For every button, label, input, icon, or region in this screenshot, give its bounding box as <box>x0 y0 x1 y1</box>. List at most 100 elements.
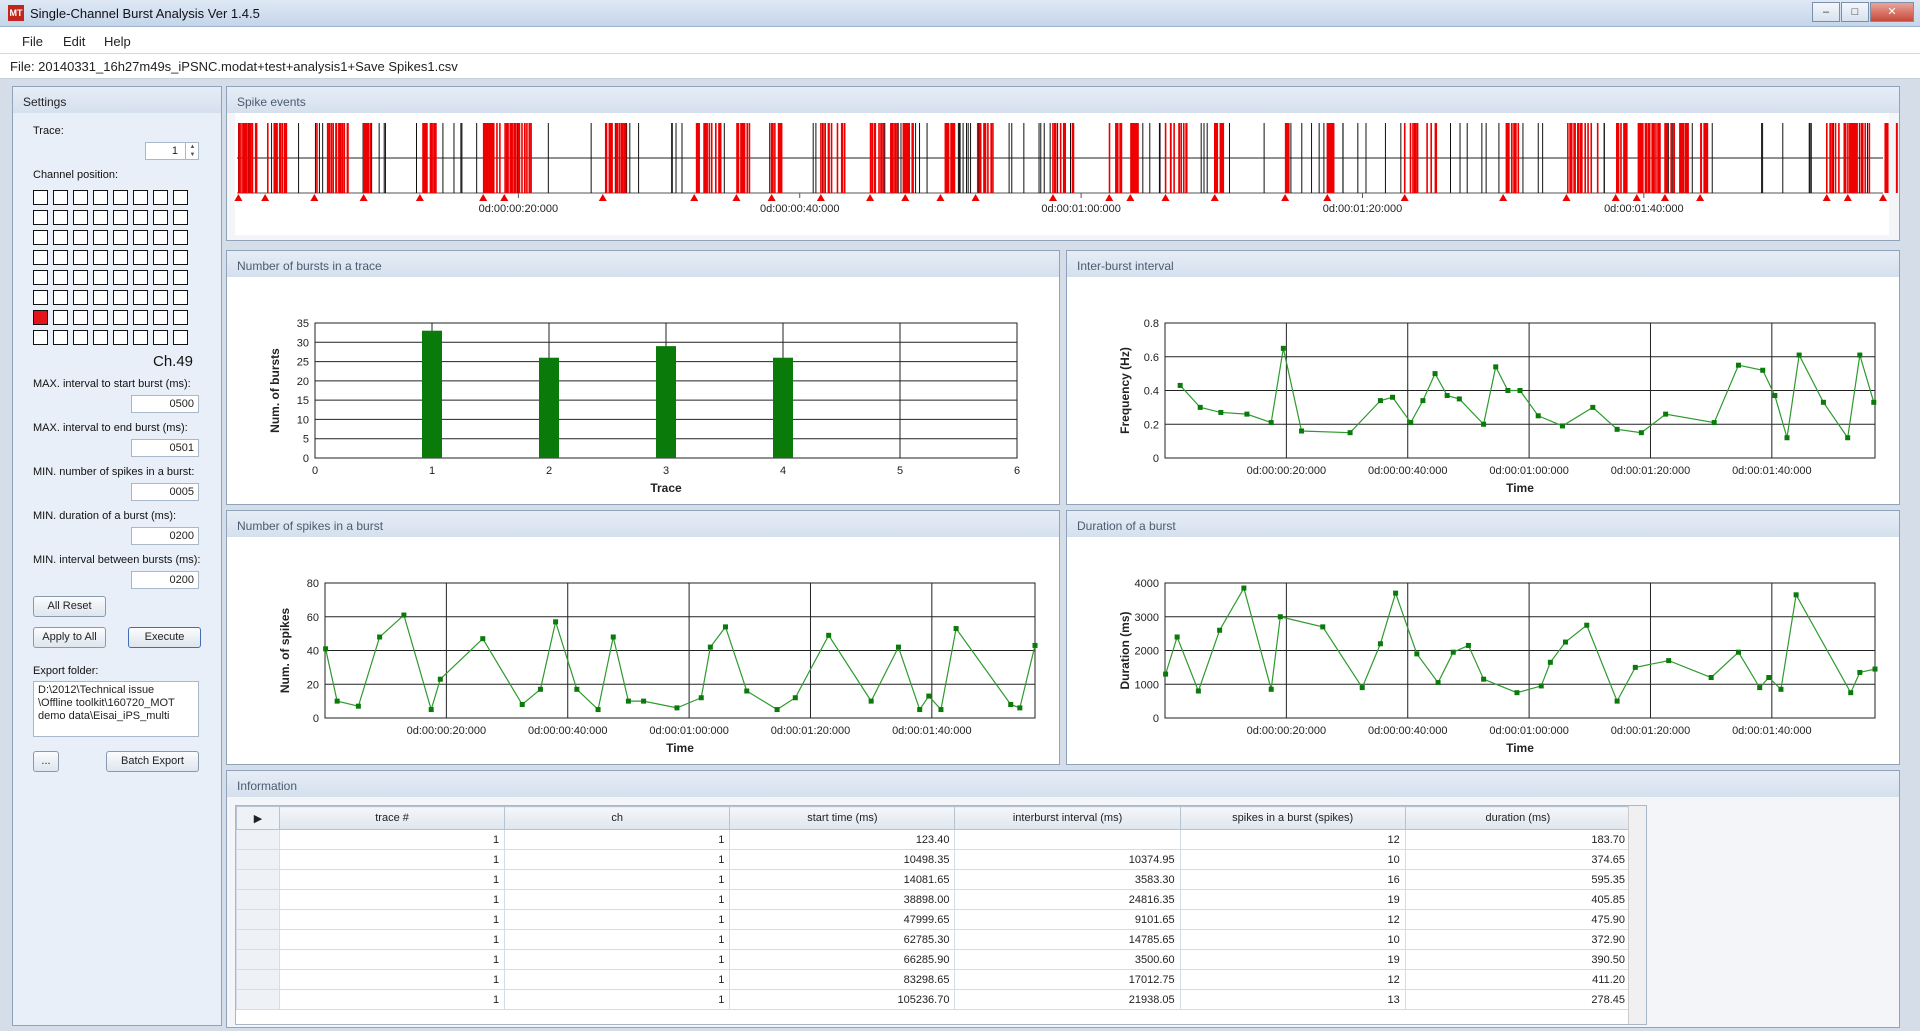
channel-cell[interactable] <box>73 210 88 225</box>
column-header[interactable]: duration (ms) <box>1404 806 1632 830</box>
channel-cell[interactable] <box>93 250 108 265</box>
channel-cell[interactable] <box>153 250 168 265</box>
export-folder-field[interactable]: D:\2012\Technical issue \Offline toolkit… <box>33 681 199 737</box>
menu-help[interactable]: Help <box>104 34 131 49</box>
channel-cell[interactable] <box>53 310 68 325</box>
channel-cell[interactable] <box>93 270 108 285</box>
row-header[interactable] <box>236 929 280 950</box>
max-start-interval-input[interactable]: 0500 <box>131 395 199 413</box>
row-header[interactable] <box>236 909 280 930</box>
channel-cell[interactable] <box>53 230 68 245</box>
channel-cell[interactable] <box>93 230 108 245</box>
min-spikes-input[interactable]: 0005 <box>131 483 199 501</box>
table-row[interactable]: 1 1 47999.65 9101.65 12 475.90 <box>236 909 1632 930</box>
table-row[interactable]: 1 1 10498.35 10374.95 10 374.65 <box>236 849 1632 870</box>
channel-cell[interactable] <box>73 190 88 205</box>
information-table[interactable]: ▶ trace # ch start time (ms) interburst inte… <box>235 805 1647 1025</box>
menu-edit[interactable]: Edit <box>63 34 86 49</box>
channel-cell[interactable] <box>93 310 108 325</box>
channel-cell[interactable] <box>93 330 108 345</box>
table-row[interactable]: 1 1 14081.65 3583.30 16 595.35 <box>236 869 1632 890</box>
column-header[interactable]: interburst interval (ms) <box>954 806 1181 830</box>
channel-cell[interactable] <box>33 230 48 245</box>
max-end-interval-input[interactable]: 0501 <box>131 439 199 457</box>
channel-cell[interactable] <box>113 310 128 325</box>
channel-cell[interactable] <box>33 270 48 285</box>
row-header[interactable] <box>236 949 280 970</box>
channel-cell[interactable] <box>33 250 48 265</box>
channel-cell[interactable] <box>33 190 48 205</box>
channel-cell[interactable] <box>113 230 128 245</box>
column-header[interactable]: trace # <box>278 806 506 830</box>
channel-cell[interactable] <box>33 310 48 325</box>
table-row[interactable]: 1 1 66285.90 3500.60 19 390.50 <box>236 949 1632 970</box>
channel-cell[interactable] <box>113 210 128 225</box>
channel-cell[interactable] <box>93 190 108 205</box>
apply-to-all-button[interactable]: Apply to All <box>33 627 106 648</box>
table-row[interactable]: 1 1 62785.30 14785.65 10 372.90 <box>236 929 1632 950</box>
column-header[interactable]: start time (ms) <box>729 806 956 830</box>
channel-cell[interactable] <box>113 270 128 285</box>
all-reset-button[interactable]: All Reset <box>33 596 106 617</box>
channel-cell[interactable] <box>73 330 88 345</box>
channel-cell[interactable] <box>133 210 148 225</box>
channel-cell[interactable] <box>33 290 48 305</box>
column-header[interactable]: spikes in a burst (spikes) <box>1179 806 1406 830</box>
spinner-arrows-icon[interactable]: ▲ ▼ <box>185 143 199 159</box>
channel-cell[interactable] <box>153 310 168 325</box>
channel-cell[interactable] <box>153 330 168 345</box>
maximize-button[interactable]: □ <box>1841 2 1869 22</box>
channel-cell[interactable] <box>93 290 108 305</box>
row-header[interactable] <box>236 969 280 990</box>
row-header[interactable] <box>236 869 280 890</box>
execute-button[interactable]: Execute <box>128 627 201 648</box>
channel-cell[interactable] <box>113 250 128 265</box>
channel-cell[interactable] <box>153 190 168 205</box>
channel-cell[interactable] <box>133 250 148 265</box>
channel-cell[interactable] <box>173 310 188 325</box>
channel-cell[interactable] <box>133 230 148 245</box>
channel-cell[interactable] <box>153 210 168 225</box>
min-duration-input[interactable]: 0200 <box>131 527 199 545</box>
close-button[interactable]: ✕ <box>1870 2 1914 22</box>
channel-cell[interactable] <box>93 210 108 225</box>
channel-cell[interactable] <box>173 250 188 265</box>
channel-cell[interactable] <box>73 270 88 285</box>
channel-cell[interactable] <box>173 230 188 245</box>
row-header[interactable] <box>236 829 280 850</box>
table-scrollbar[interactable] <box>1628 806 1646 1024</box>
channel-cell[interactable] <box>73 230 88 245</box>
channel-cell[interactable] <box>133 330 148 345</box>
channel-cell[interactable] <box>173 190 188 205</box>
channel-cell[interactable] <box>113 190 128 205</box>
minimize-button[interactable]: – <box>1812 2 1840 22</box>
channel-cell[interactable] <box>153 270 168 285</box>
channel-cell[interactable] <box>73 290 88 305</box>
channel-cell[interactable] <box>133 270 148 285</box>
column-header[interactable]: ch <box>504 806 731 830</box>
channel-cell[interactable] <box>33 210 48 225</box>
channel-cell[interactable] <box>33 330 48 345</box>
channel-cell[interactable] <box>53 290 68 305</box>
channel-cell[interactable] <box>173 210 188 225</box>
channel-cell[interactable] <box>113 330 128 345</box>
channel-cell[interactable] <box>133 290 148 305</box>
channel-cell[interactable] <box>53 330 68 345</box>
channel-cell[interactable] <box>53 190 68 205</box>
channel-cell[interactable] <box>173 270 188 285</box>
channel-cell[interactable] <box>113 290 128 305</box>
table-row[interactable]: 1 1 123.40 12 183.70 <box>236 829 1632 850</box>
channel-cell[interactable] <box>173 290 188 305</box>
channel-cell[interactable] <box>53 250 68 265</box>
menu-file[interactable]: File <box>22 34 43 49</box>
channel-cell[interactable] <box>173 330 188 345</box>
table-row[interactable]: 1 1 105236.70 21938.05 13 278.45 <box>236 989 1632 1010</box>
channel-cell[interactable] <box>153 230 168 245</box>
channel-cell[interactable] <box>53 210 68 225</box>
min-interval-input[interactable]: 0200 <box>131 571 199 589</box>
channel-cell[interactable] <box>73 310 88 325</box>
row-header[interactable] <box>236 849 280 870</box>
channel-cell[interactable] <box>133 310 148 325</box>
channel-cell[interactable] <box>133 190 148 205</box>
row-header[interactable] <box>236 989 280 1010</box>
